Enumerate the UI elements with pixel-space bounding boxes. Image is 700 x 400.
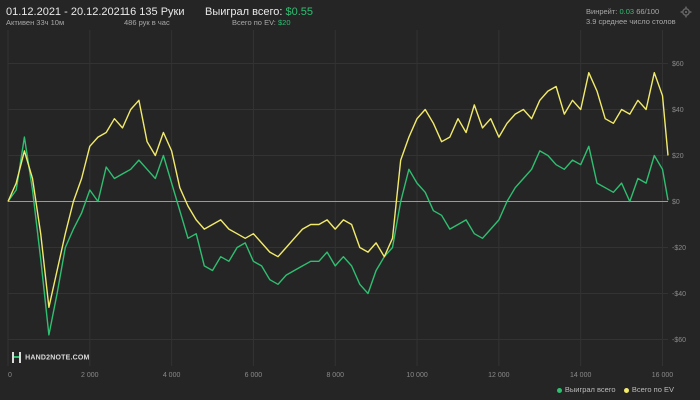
- y-tick-label: -$20: [672, 245, 686, 252]
- ev-label: Всего по EV:: [232, 18, 276, 27]
- ev-total: Всего по EV: $20: [232, 18, 291, 27]
- legend-won-dot-icon: [556, 387, 562, 393]
- logo-mark-icon: [12, 352, 21, 363]
- y-tick-label: $0: [672, 199, 680, 206]
- hands-per-hour: 486 рук в час: [124, 18, 170, 27]
- legend-item-won[interactable]: Выиграл всего: [556, 385, 618, 394]
- x-tick-label: 6 000: [245, 372, 263, 379]
- won-label: Выиграл всего:: [205, 6, 283, 18]
- winrate-value: 0.03: [619, 7, 635, 16]
- series-line-won: [7, 136, 669, 336]
- x-tick-label: 0: [8, 372, 12, 379]
- y-tick-label: $60: [672, 61, 684, 68]
- won-total: Выиграл всего: $0.55: [205, 6, 313, 18]
- y-tick-label: $20: [672, 153, 684, 160]
- y-tick-label: -$60: [672, 337, 686, 344]
- legend-won-label: Выиграл всего: [564, 385, 616, 394]
- x-tick-label: 8 000: [326, 372, 344, 379]
- legend-ev-label: Всего по EV: [631, 385, 674, 394]
- won-value: $0.55: [285, 6, 313, 18]
- ev-value: $20: [277, 18, 291, 27]
- series-line-ev: [7, 71, 669, 308]
- settings-gear-icon[interactable]: [680, 6, 692, 18]
- x-tick-label: 4 000: [163, 372, 181, 379]
- chart-legend: Выиграл всего Всего по EV: [556, 385, 674, 394]
- date-range[interactable]: 01.12.2021 - 20.12.2021: [6, 6, 126, 18]
- x-tick-label: 2 000: [81, 372, 99, 379]
- y-tick-label: $40: [672, 107, 684, 114]
- winrate: Винрейт: 0.03 66/100: [586, 7, 659, 16]
- hands-count: 16 135 Руки: [124, 6, 185, 18]
- winrate-rest: 66/100: [636, 7, 660, 16]
- avg-tables: 3.9 среднее число столов: [586, 17, 676, 26]
- hand2note-logo: HAND2NOTE.COM: [12, 352, 90, 363]
- legend-ev-dot-icon: [623, 387, 629, 393]
- x-tick-label: 16 000: [652, 372, 674, 379]
- y-tick-label: -$40: [672, 291, 686, 298]
- x-tick-label: 12 000: [488, 372, 510, 379]
- stats-header: 01.12.2021 - 20.12.2021 Активен 33ч 10м …: [0, 0, 700, 30]
- winrate-label: Винрейт:: [586, 7, 618, 16]
- logo-text: HAND2NOTE.COM: [25, 354, 90, 362]
- x-tick-label: 10 000: [406, 372, 428, 379]
- legend-item-ev[interactable]: Всего по EV: [623, 385, 674, 394]
- active-time: Активен 33ч 10м: [6, 18, 65, 27]
- x-tick-label: 14 000: [570, 372, 592, 379]
